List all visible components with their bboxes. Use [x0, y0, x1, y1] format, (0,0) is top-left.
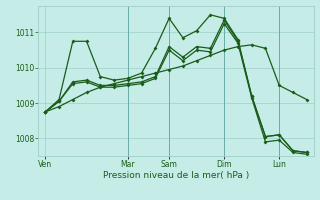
X-axis label: Pression niveau de la mer( hPa ): Pression niveau de la mer( hPa )	[103, 171, 249, 180]
